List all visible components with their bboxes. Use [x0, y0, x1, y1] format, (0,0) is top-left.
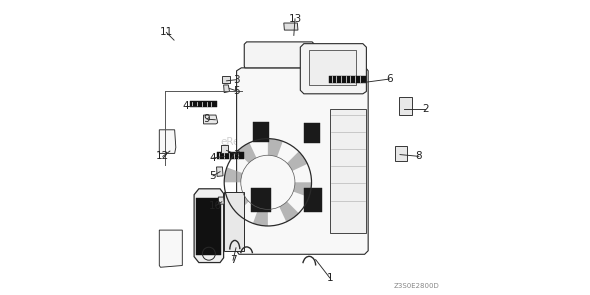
- Text: 6: 6: [386, 74, 393, 84]
- Polygon shape: [159, 130, 176, 153]
- Bar: [217, 152, 244, 159]
- Text: 9: 9: [204, 114, 211, 124]
- Polygon shape: [268, 151, 307, 182]
- Bar: [304, 123, 320, 143]
- Text: 4: 4: [209, 153, 217, 163]
- Polygon shape: [217, 167, 223, 176]
- Bar: [253, 122, 269, 142]
- Text: 10: 10: [209, 201, 222, 211]
- Polygon shape: [300, 44, 366, 94]
- Polygon shape: [237, 143, 268, 182]
- Text: 3: 3: [233, 75, 240, 85]
- Text: eReplacementParts.com: eReplacementParts.com: [220, 137, 346, 147]
- Polygon shape: [395, 146, 407, 161]
- Bar: [224, 192, 244, 251]
- Bar: [309, 50, 356, 85]
- Text: 1: 1: [326, 273, 333, 283]
- Text: 11: 11: [160, 27, 173, 37]
- Text: 8: 8: [415, 151, 422, 161]
- Bar: [196, 198, 221, 255]
- Text: 12: 12: [156, 151, 169, 161]
- Text: Z3S0E2800D: Z3S0E2800D: [393, 283, 439, 289]
- Polygon shape: [204, 115, 218, 124]
- Polygon shape: [244, 42, 314, 68]
- Bar: [330, 109, 366, 233]
- Text: 7: 7: [230, 255, 237, 265]
- Polygon shape: [224, 85, 230, 93]
- Bar: [304, 188, 322, 212]
- Polygon shape: [218, 197, 224, 204]
- Polygon shape: [221, 145, 228, 153]
- Bar: [190, 101, 217, 107]
- Polygon shape: [159, 230, 182, 267]
- Polygon shape: [194, 189, 224, 263]
- Polygon shape: [284, 23, 298, 30]
- Polygon shape: [237, 68, 368, 254]
- Polygon shape: [268, 182, 312, 197]
- Polygon shape: [268, 139, 283, 182]
- Text: 5: 5: [233, 86, 240, 96]
- Polygon shape: [224, 167, 268, 182]
- Polygon shape: [253, 182, 268, 226]
- Text: 4: 4: [182, 101, 189, 111]
- Text: 5: 5: [209, 171, 217, 181]
- Text: 3: 3: [233, 150, 240, 160]
- Polygon shape: [268, 182, 299, 222]
- Text: 13: 13: [289, 14, 301, 24]
- Polygon shape: [228, 182, 268, 213]
- Bar: [251, 188, 271, 212]
- Polygon shape: [222, 76, 230, 83]
- Text: 2: 2: [422, 104, 429, 114]
- Bar: [329, 76, 366, 83]
- Polygon shape: [399, 97, 412, 115]
